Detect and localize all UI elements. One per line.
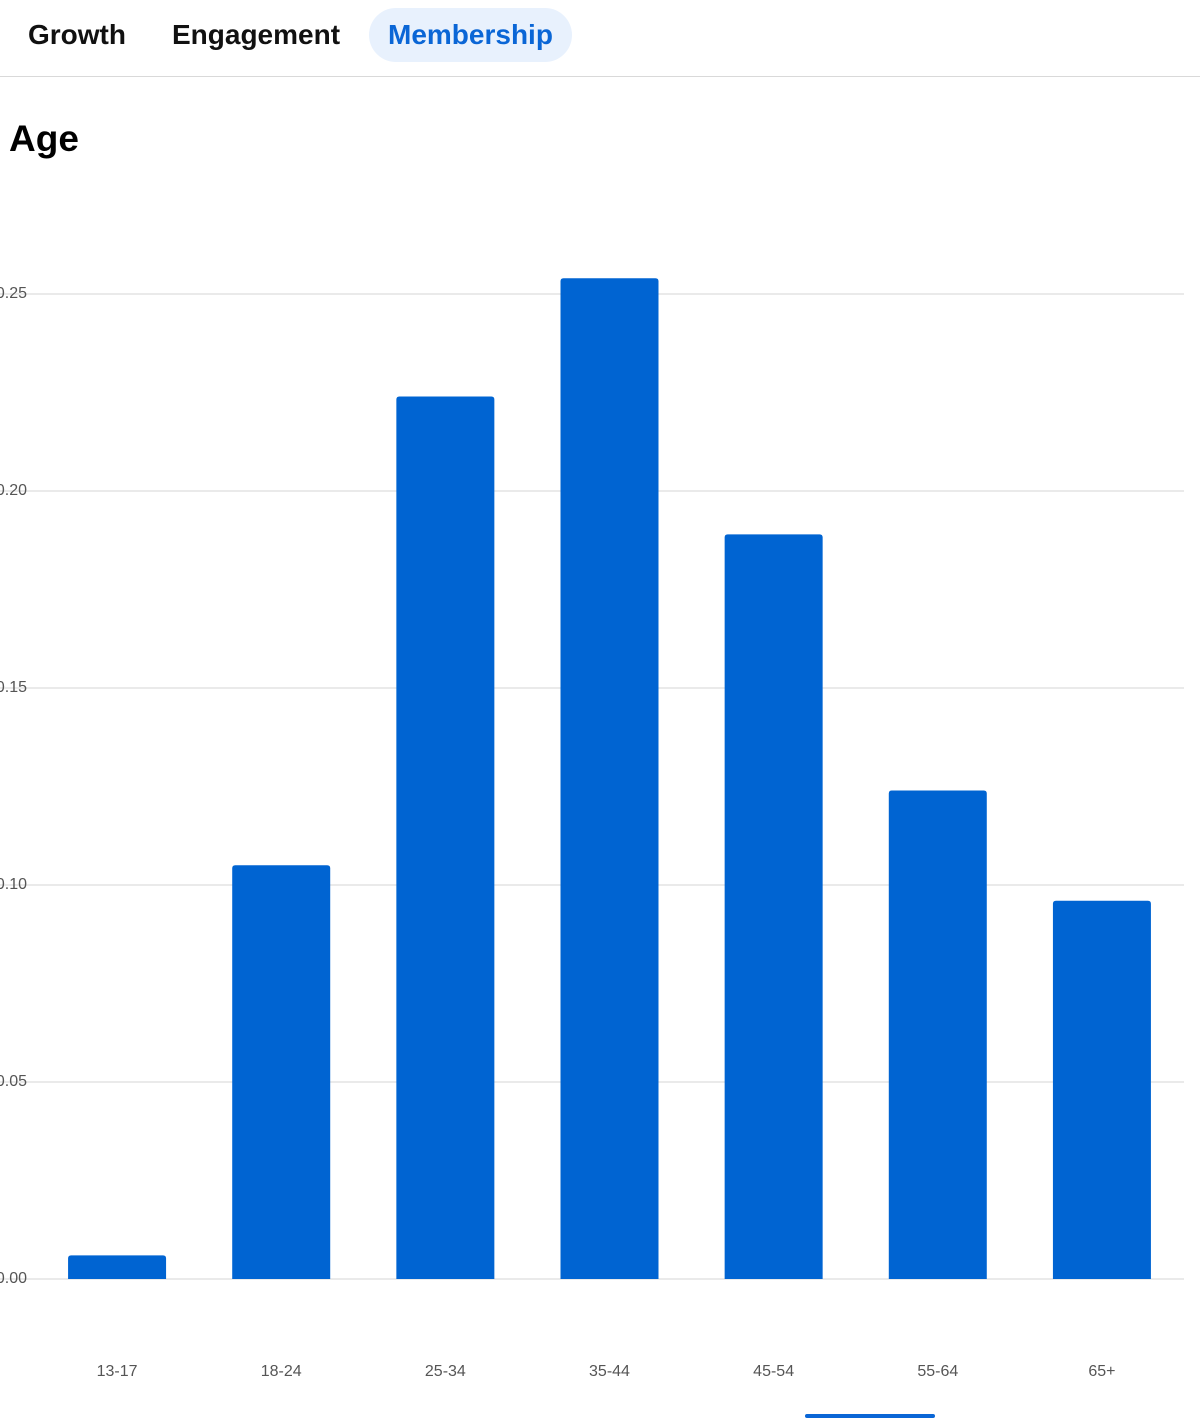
y-tick-label: 0.15 [0,679,27,696]
tab-active[interactable]: Membership [369,8,572,62]
y-tick-label: 0.10 [0,876,27,893]
bar [560,278,659,1279]
tab[interactable]: Engagement [172,19,341,50]
x-tick-label: 45-54 [753,1363,794,1380]
y-tick-label: 0.20 [0,482,27,499]
y-tick-label: 0.05 [0,1073,27,1090]
x-tick-label: 55-64 [917,1363,958,1380]
bar [68,1255,167,1279]
x-tick-label: 65+ [1088,1363,1115,1380]
x-tick-label: 35-44 [589,1363,630,1380]
section-title: Age [9,118,79,159]
bar [232,865,331,1279]
bar [1052,900,1151,1279]
scroll-indicator [805,1414,935,1418]
y-tick-label: 0.00 [0,1270,27,1287]
bar [888,790,987,1279]
tab-bar: Growth Engagement Membership [0,0,1200,77]
x-tick-label: 18-24 [261,1363,302,1380]
bar [724,534,823,1279]
x-tick-label: 25-34 [425,1363,466,1380]
bar [396,396,495,1279]
x-tick-label: 13-17 [97,1363,138,1380]
y-tick-label: 0.25 [0,285,27,302]
tab[interactable]: Growth [28,19,126,50]
